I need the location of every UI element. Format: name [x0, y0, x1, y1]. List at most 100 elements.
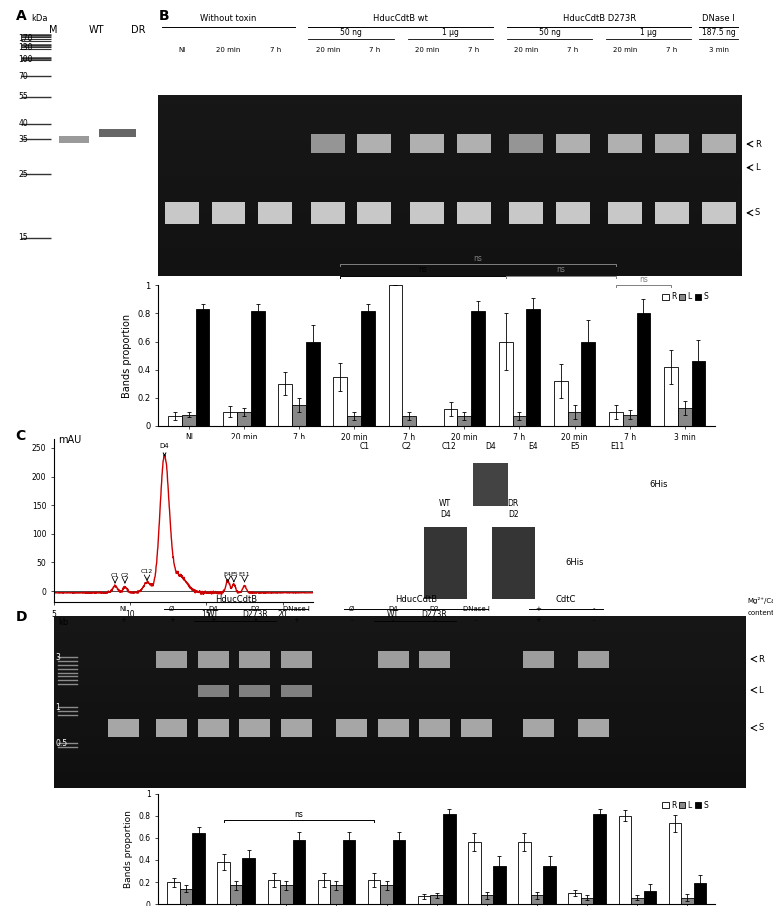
- Bar: [158, 267, 742, 276]
- Bar: [167, 882, 180, 904]
- Bar: [212, 202, 245, 224]
- Text: M: M: [49, 24, 57, 34]
- Text: 1: 1: [56, 703, 60, 712]
- Text: DNase I: DNase I: [283, 605, 310, 612]
- Text: 7 h: 7 h: [567, 47, 578, 53]
- Text: 20 min: 20 min: [216, 47, 240, 53]
- Bar: [512, 416, 526, 426]
- Text: -: -: [592, 605, 595, 612]
- Bar: [158, 95, 742, 104]
- Bar: [347, 416, 361, 426]
- Text: 6His: 6His: [649, 480, 668, 489]
- Bar: [158, 168, 742, 177]
- Text: 20 min: 20 min: [514, 47, 538, 53]
- Bar: [664, 367, 678, 426]
- Bar: [410, 202, 444, 224]
- Bar: [692, 361, 706, 426]
- Text: 100: 100: [19, 54, 32, 63]
- Bar: [258, 202, 292, 224]
- Bar: [693, 883, 707, 904]
- Bar: [292, 405, 306, 426]
- Text: HducCdtB D273R: HducCdtB D273R: [563, 14, 635, 23]
- Bar: [54, 702, 746, 719]
- Bar: [158, 122, 742, 131]
- Bar: [54, 633, 746, 651]
- Text: -: -: [350, 617, 352, 623]
- Bar: [158, 249, 742, 258]
- Bar: [468, 843, 481, 904]
- Bar: [293, 840, 305, 904]
- Bar: [472, 311, 485, 426]
- Bar: [198, 651, 229, 668]
- Text: -: -: [475, 617, 478, 623]
- Text: kb: kb: [58, 618, 68, 627]
- Bar: [377, 651, 409, 668]
- Text: S: S: [755, 208, 760, 217]
- Bar: [54, 754, 746, 771]
- Bar: [333, 377, 347, 426]
- Bar: [526, 309, 540, 426]
- Bar: [107, 719, 139, 737]
- Bar: [54, 771, 746, 788]
- Bar: [609, 411, 623, 426]
- Text: -: -: [434, 617, 436, 623]
- Bar: [509, 133, 543, 153]
- Bar: [158, 258, 742, 267]
- Bar: [608, 202, 642, 224]
- Bar: [250, 311, 264, 426]
- Bar: [678, 408, 692, 426]
- Text: E11: E11: [239, 573, 250, 577]
- Text: 20 min: 20 min: [315, 47, 340, 53]
- Bar: [158, 231, 742, 240]
- Bar: [457, 202, 491, 224]
- Text: +: +: [169, 617, 175, 623]
- Bar: [158, 204, 742, 213]
- Text: D4: D4: [160, 443, 169, 456]
- Text: 170: 170: [19, 34, 32, 43]
- Text: +: +: [536, 617, 541, 623]
- Bar: [223, 411, 237, 426]
- Bar: [419, 719, 450, 737]
- Text: DNase I: DNase I: [703, 14, 735, 23]
- Bar: [368, 880, 380, 904]
- Bar: [318, 880, 330, 904]
- Text: L: L: [755, 163, 760, 172]
- Text: 3: 3: [56, 653, 60, 662]
- Bar: [377, 719, 409, 737]
- Bar: [156, 719, 187, 737]
- Text: D4: D4: [440, 510, 451, 519]
- Bar: [402, 416, 416, 426]
- Text: WT: WT: [387, 610, 399, 619]
- Bar: [419, 651, 450, 668]
- Bar: [59, 136, 88, 143]
- Bar: [631, 898, 644, 904]
- Text: E11: E11: [610, 442, 625, 451]
- Bar: [278, 384, 292, 426]
- Text: +: +: [536, 605, 541, 612]
- Bar: [357, 133, 391, 153]
- Text: D4: D4: [388, 605, 398, 612]
- Bar: [182, 415, 196, 426]
- Bar: [230, 885, 243, 904]
- Bar: [443, 814, 455, 904]
- Bar: [158, 177, 742, 186]
- Text: content: content: [747, 610, 773, 616]
- Bar: [556, 202, 590, 224]
- Text: C2: C2: [121, 573, 129, 578]
- Bar: [237, 411, 250, 426]
- Bar: [492, 526, 535, 599]
- Text: Without toxin: Without toxin: [200, 14, 257, 23]
- Bar: [243, 858, 255, 904]
- Text: DR: DR: [508, 499, 519, 508]
- Bar: [330, 885, 342, 904]
- Text: ns: ns: [557, 265, 565, 275]
- Text: D2: D2: [250, 605, 260, 612]
- Text: 1 μg: 1 μg: [640, 28, 657, 37]
- Bar: [581, 898, 594, 904]
- Bar: [54, 616, 746, 633]
- Bar: [311, 133, 345, 153]
- Text: DNase I: DNase I: [463, 605, 489, 612]
- Bar: [461, 719, 492, 737]
- Text: WT: WT: [439, 499, 451, 508]
- Text: WT: WT: [88, 24, 104, 34]
